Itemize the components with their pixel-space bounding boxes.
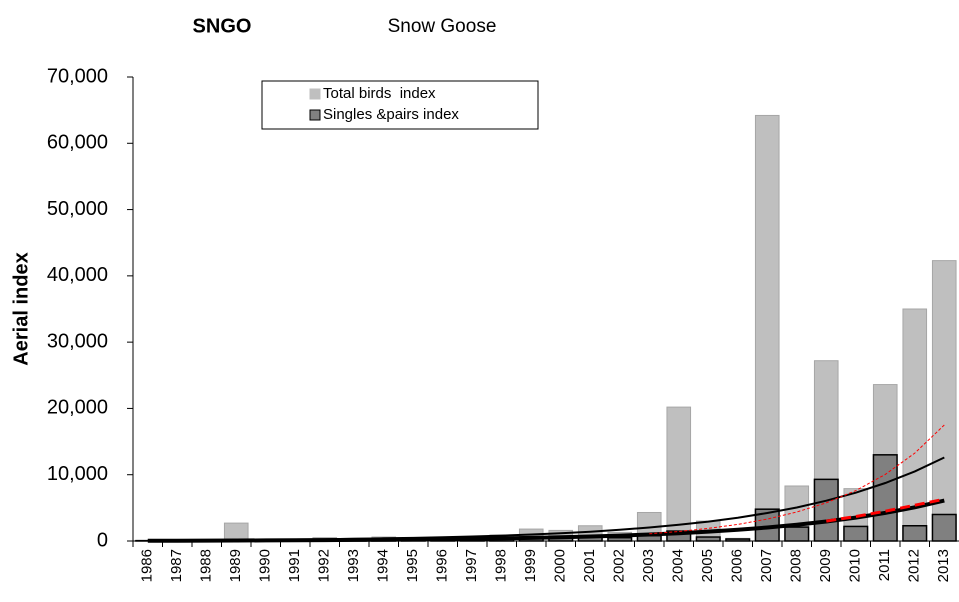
x-tick-label: 1996 bbox=[434, 549, 451, 582]
x-tick-label: 1993 bbox=[345, 549, 362, 582]
x-tick-label: 1986 bbox=[139, 549, 156, 582]
x-tick-label: 2011 bbox=[876, 549, 893, 581]
x-tick-label: 2003 bbox=[640, 549, 657, 582]
x-tick-label: 2005 bbox=[699, 549, 716, 582]
trend-line bbox=[649, 424, 945, 535]
x-tick-label: 1992 bbox=[316, 549, 333, 582]
x-tick-label: 1995 bbox=[404, 549, 421, 582]
x-tick-label: 2002 bbox=[611, 549, 628, 582]
bar bbox=[902, 525, 928, 542]
x-tick-label: 2008 bbox=[788, 549, 805, 582]
legend-box bbox=[261, 80, 539, 130]
x-tick-label: 2013 bbox=[935, 549, 952, 582]
bar bbox=[843, 525, 869, 542]
y-tick-label: 50,000 bbox=[47, 198, 108, 220]
x-tick-label: 1998 bbox=[493, 549, 510, 582]
x-tick-label: 2009 bbox=[817, 549, 834, 582]
bar bbox=[666, 406, 692, 542]
chart-subtitle: Snow Goose bbox=[388, 16, 497, 37]
x-tick-label: 1994 bbox=[375, 549, 392, 582]
x-tick-label: 1990 bbox=[257, 549, 274, 582]
x-tick-label: 2000 bbox=[552, 549, 569, 582]
x-tick-label: 1997 bbox=[463, 549, 480, 582]
y-tick-label: 70,000 bbox=[47, 65, 108, 87]
legend-swatch bbox=[309, 88, 321, 100]
bar bbox=[931, 513, 957, 542]
x-tick-label: 2012 bbox=[906, 549, 923, 582]
y-tick-label: 0 bbox=[97, 529, 108, 551]
bar bbox=[784, 526, 810, 542]
x-tick-label: 1999 bbox=[522, 549, 539, 582]
y-tick-label: 10,000 bbox=[47, 463, 108, 485]
bar bbox=[931, 260, 957, 542]
x-tick-label: 1987 bbox=[168, 549, 185, 582]
bar bbox=[813, 478, 839, 542]
bar bbox=[872, 454, 898, 542]
x-tick-label: 1989 bbox=[227, 549, 244, 582]
x-tick-label: 1988 bbox=[198, 549, 215, 582]
x-tick-label: 2010 bbox=[847, 549, 864, 582]
legend-label: Total birds index bbox=[323, 85, 436, 102]
y-axis-label: Aerial index bbox=[10, 252, 32, 365]
x-tick-label: 2007 bbox=[758, 549, 775, 582]
x-tick-label: 1991 bbox=[286, 549, 303, 582]
x-tick-label: 2004 bbox=[670, 549, 687, 582]
trend-line bbox=[826, 497, 945, 523]
y-tick-label: 40,000 bbox=[47, 264, 108, 286]
y-tick-label: 30,000 bbox=[47, 330, 108, 352]
bar bbox=[754, 114, 780, 542]
y-tick-label: 20,000 bbox=[47, 397, 108, 419]
legend-label: Singles &pairs index bbox=[323, 106, 459, 123]
x-tick-label: 2001 bbox=[581, 549, 598, 582]
chart-title: SNGO bbox=[193, 15, 252, 37]
bar bbox=[223, 522, 249, 542]
x-tick-label: 2006 bbox=[729, 549, 746, 582]
trend-line bbox=[147, 498, 945, 543]
legend-swatch bbox=[309, 109, 321, 121]
bar bbox=[695, 536, 721, 542]
y-tick-label: 60,000 bbox=[47, 132, 108, 154]
